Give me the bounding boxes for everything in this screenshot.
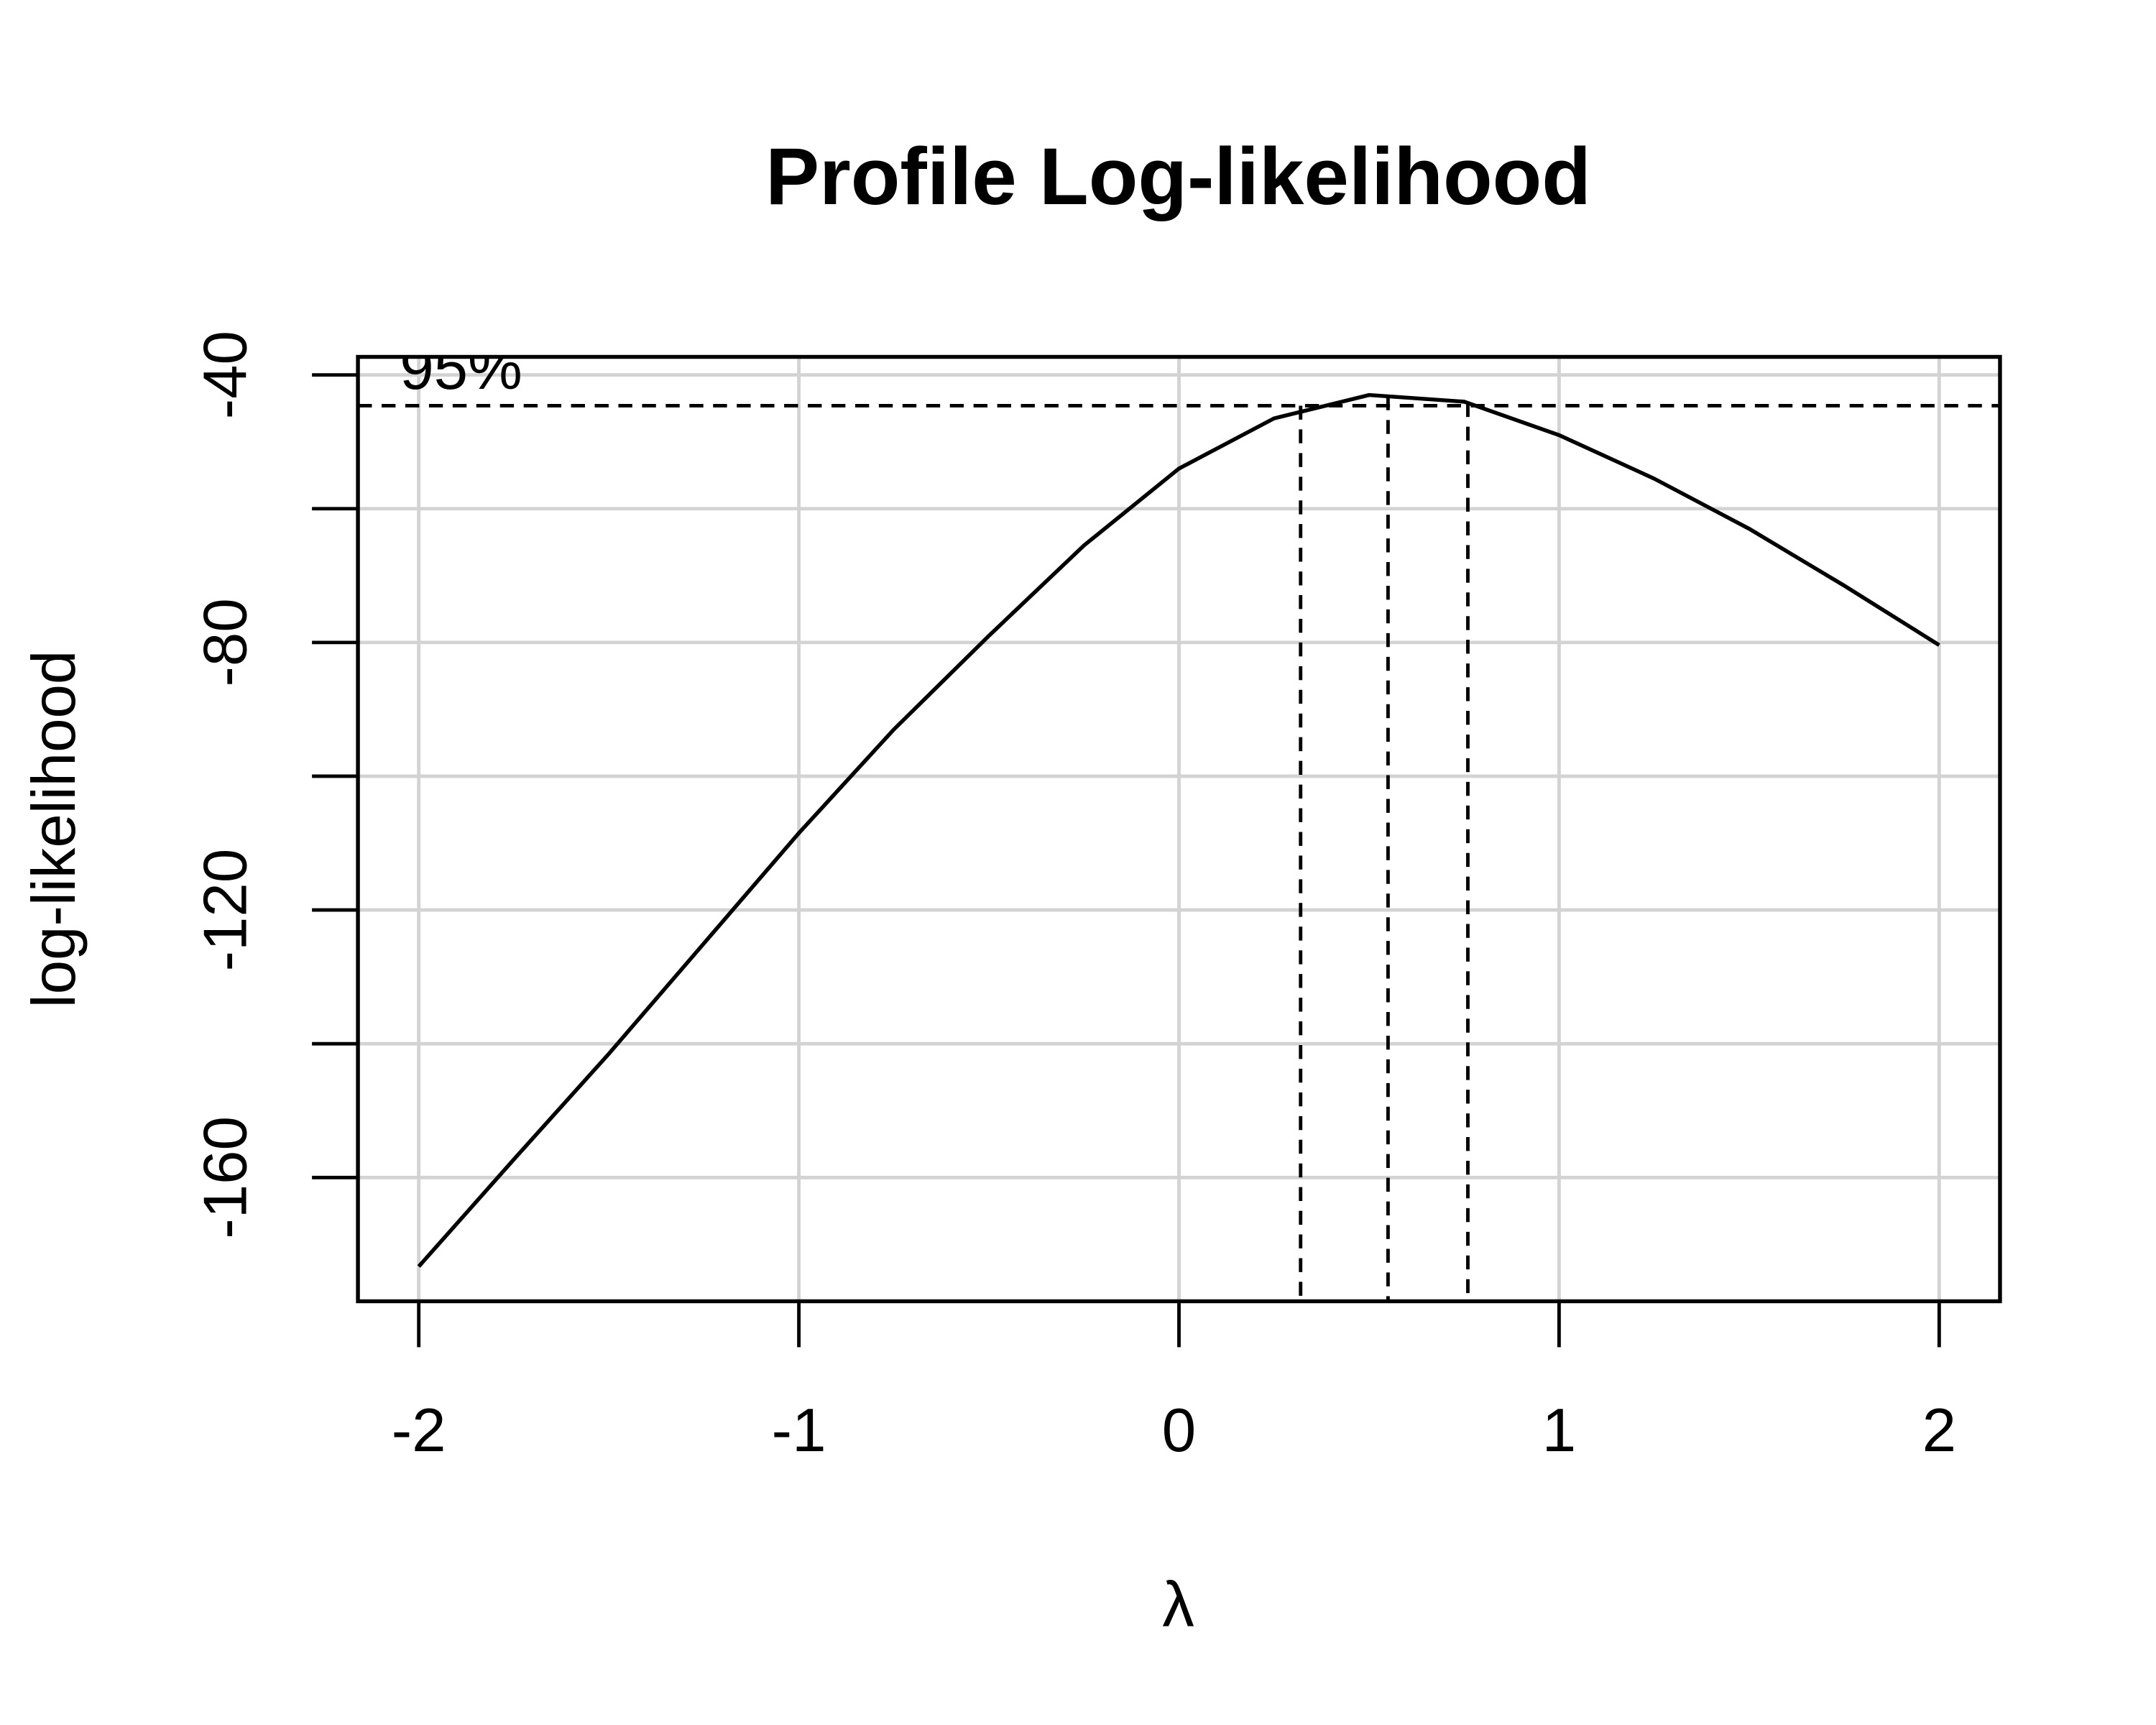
y-tick-label: -80 [191,598,259,686]
x-axis-label: λ [1162,1568,1194,1639]
y-tick-label: -120 [191,849,259,972]
x-tick-label: -1 [772,1397,826,1465]
y-tick-label: -40 [191,331,259,419]
y-tick-label: -160 [191,1116,259,1239]
likelihood-line [417,392,1940,1268]
x-tick-label: 0 [1162,1397,1196,1465]
chart-title: Profile Log-likelihood [765,131,1591,221]
annotation-group: 95% [400,334,522,403]
x-tick-label: 2 [1922,1397,1956,1465]
plot-frame [356,354,2002,1304]
x-tick-label: -2 [392,1397,446,1465]
plot-layer: -2 -1 0 1 2 -40 -80 -120 -160 95% [191,331,2002,1465]
annotation: 95% [400,334,522,402]
x-tick-label: 1 [1542,1397,1576,1465]
y-axis-label: log-likelihood [20,650,88,1008]
